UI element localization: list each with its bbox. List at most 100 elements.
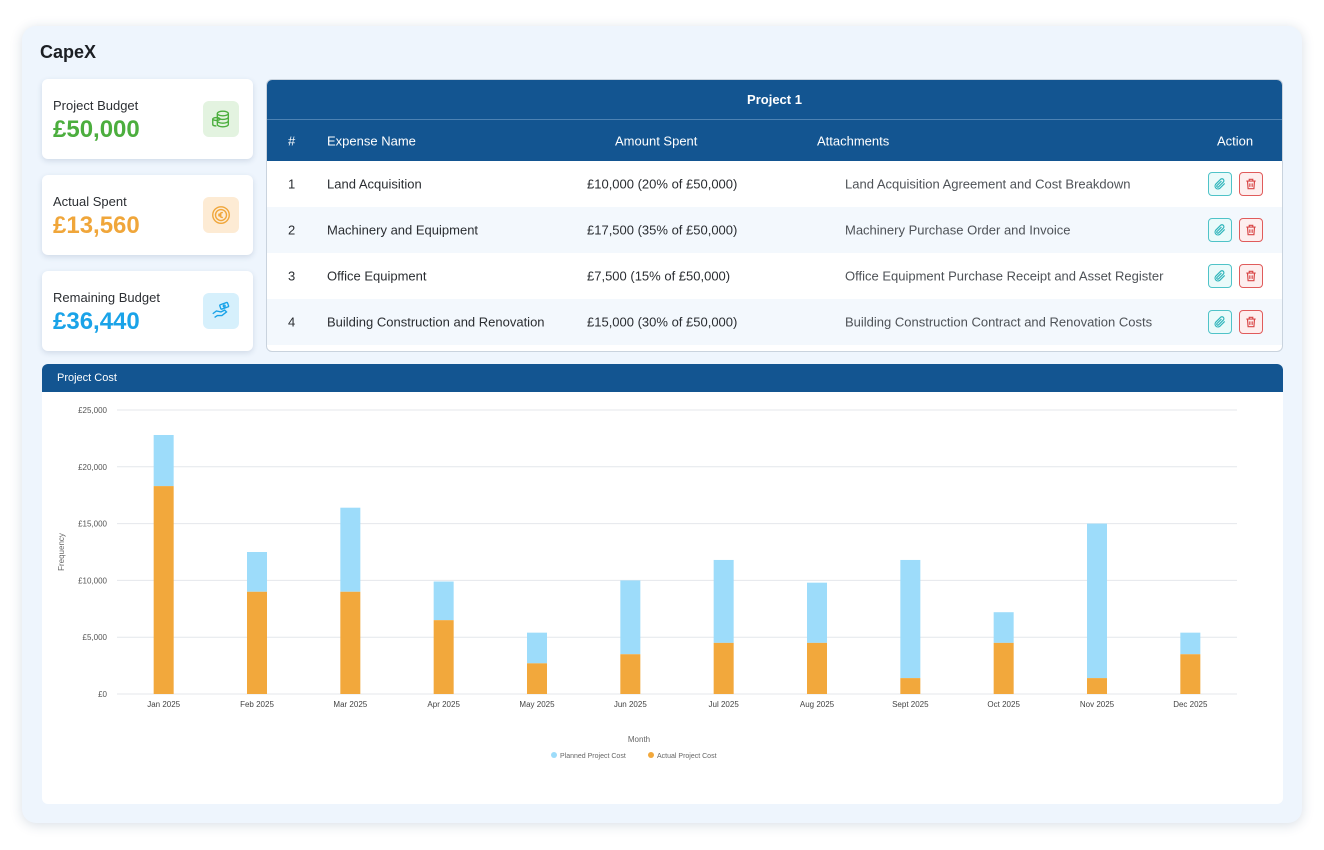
row-number: 2 (288, 222, 296, 238)
x-tick-label: Feb 2025 (240, 700, 274, 709)
table-header: # Expense Name Amount Spent Attachments … (267, 120, 1282, 161)
remaining-budget-label: Remaining Budget (53, 290, 160, 305)
project-cost-panel: Project Cost £0 £5,000 £10,000 £15,000 £20,0… (42, 364, 1283, 804)
trash-icon (1246, 178, 1256, 190)
planned-cost-bar (247, 552, 267, 592)
x-tick-label: Jan 2025 (147, 700, 180, 709)
planned-cost-bar (1180, 632, 1201, 655)
attachment-link[interactable]: Land Acquisition Agreement and Cost Brea… (845, 176, 1131, 192)
x-tick-label: Apr 2025 (427, 700, 460, 709)
row-number: 4 (288, 314, 296, 330)
euro-coin-icon (203, 197, 239, 233)
table-row: 4 Building Construction and Renovation £… (267, 299, 1282, 345)
table-row: 2 Machinery and Equipment £17,500 (35% o… (267, 207, 1282, 253)
x-tick-label: Oct 2025 (987, 700, 1020, 709)
x-tick-label: Aug 2025 (800, 700, 835, 709)
expense-name: Building Construction and Renovation (327, 314, 545, 330)
y-axis-title: Frequency (57, 533, 66, 571)
hand-money-icon (203, 293, 239, 329)
y-tick-label: £15,000 (78, 520, 107, 529)
attachment-link[interactable]: Building Construction Contract and Renov… (845, 314, 1153, 330)
col-header-number: # (288, 133, 296, 148)
col-header-expense-name[interactable]: Expense Name (327, 133, 416, 148)
attachment-link[interactable]: Machinery Purchase Order and Invoice (845, 222, 1071, 238)
actual-cost-bar (620, 654, 641, 694)
actual-cost-bar (1180, 654, 1201, 694)
actual-spent-value: £13,560 (53, 212, 140, 239)
expense-name: Machinery and Equipment (327, 222, 479, 238)
x-tick-label: Sept 2025 (892, 700, 929, 709)
delete-button[interactable] (1239, 218, 1263, 242)
x-axis-title: Month (628, 735, 650, 744)
coins-stack-icon (203, 101, 239, 137)
amount-spent: £10,000 (20% of £50,000) (587, 176, 738, 192)
actual-cost-bar (433, 620, 454, 694)
planned-cost-bar (153, 434, 174, 487)
project-budget-value: £50,000 (53, 116, 140, 143)
expense-table: Project 1 # Expense Name Amount Spent At… (266, 79, 1283, 352)
planned-cost-bar (340, 507, 361, 592)
amount-spent: £7,500 (15% of £50,000) (587, 268, 731, 284)
planned-cost-bar (713, 559, 734, 643)
actual-cost-bar (900, 678, 921, 694)
legend-label: Planned Project Cost (560, 753, 626, 760)
planned-cost-bar (620, 580, 641, 655)
actual-cost-bar (153, 486, 174, 694)
project-budget-card: Project Budget £50,000 (42, 79, 253, 159)
amount-spent: £17,500 (35% of £50,000) (587, 222, 738, 238)
paperclip-icon (1214, 178, 1226, 190)
planned-cost-bar (993, 612, 1014, 643)
y-tick-label: £0 (98, 690, 107, 699)
y-tick-label: £10,000 (78, 576, 107, 585)
col-header-amount-spent[interactable]: Amount Spent (615, 133, 698, 148)
legend-swatch (648, 752, 654, 758)
col-header-attachments: Attachments (817, 133, 890, 148)
planned-cost-bar (527, 632, 547, 664)
table-row: 1 Land Acquisition £10,000 (20% of £50,0… (267, 161, 1282, 207)
chart-panel-title: Project Cost (42, 364, 1283, 392)
legend-swatch (551, 752, 557, 758)
actual-cost-bar (993, 642, 1014, 694)
row-number: 3 (288, 268, 296, 284)
project-budget-label: Project Budget (53, 98, 139, 113)
col-header-action: Action (1217, 133, 1254, 148)
actual-cost-bar (340, 591, 361, 694)
attach-button[interactable] (1208, 218, 1232, 242)
x-tick-label: May 2025 (519, 700, 555, 709)
trash-icon (1246, 224, 1256, 236)
planned-cost-bar (1087, 523, 1107, 679)
y-tick-label: £5,000 (83, 633, 108, 642)
table-title: Project 1 (267, 80, 1282, 120)
paperclip-icon (1214, 270, 1226, 282)
x-tick-label: Jul 2025 (709, 700, 740, 709)
delete-button[interactable] (1239, 310, 1263, 334)
legend-label: Actual Project Cost (657, 753, 717, 760)
x-tick-label: Dec 2025 (1173, 700, 1208, 709)
attachment-link[interactable]: Office Equipment Purchase Receipt and As… (845, 268, 1164, 284)
planned-cost-bar (900, 559, 921, 679)
actual-cost-bar (527, 663, 547, 694)
project-cost-chart: £0 £5,000 £10,000 £15,000 £20,000 £25,000 Freq… (57, 406, 1237, 760)
table-row: 3 Office Equipment £7,500 (15% of £50,00… (267, 253, 1282, 299)
x-tick-label: Nov 2025 (1080, 700, 1115, 709)
expense-name: Land Acquisition (327, 176, 422, 192)
actual-cost-bar (1087, 678, 1107, 694)
delete-button[interactable] (1239, 172, 1263, 196)
trash-icon (1246, 316, 1256, 328)
trash-icon (1246, 270, 1256, 282)
actual-spent-label: Actual Spent (53, 194, 127, 209)
attach-button[interactable] (1208, 172, 1232, 196)
paperclip-icon (1214, 224, 1226, 236)
y-tick-label: £25,000 (78, 406, 107, 415)
expense-name: Office Equipment (327, 268, 427, 284)
actual-cost-bar (807, 642, 827, 694)
attach-button[interactable] (1208, 264, 1232, 288)
attach-button[interactable] (1208, 310, 1232, 334)
planned-cost-bar (807, 582, 827, 643)
planned-cost-bar (433, 581, 454, 621)
actual-cost-bar (247, 591, 267, 694)
remaining-budget-value: £36,440 (53, 308, 140, 335)
app-title: CapeX (40, 42, 97, 62)
delete-button[interactable] (1239, 264, 1263, 288)
x-tick-label: Mar 2025 (333, 700, 367, 709)
